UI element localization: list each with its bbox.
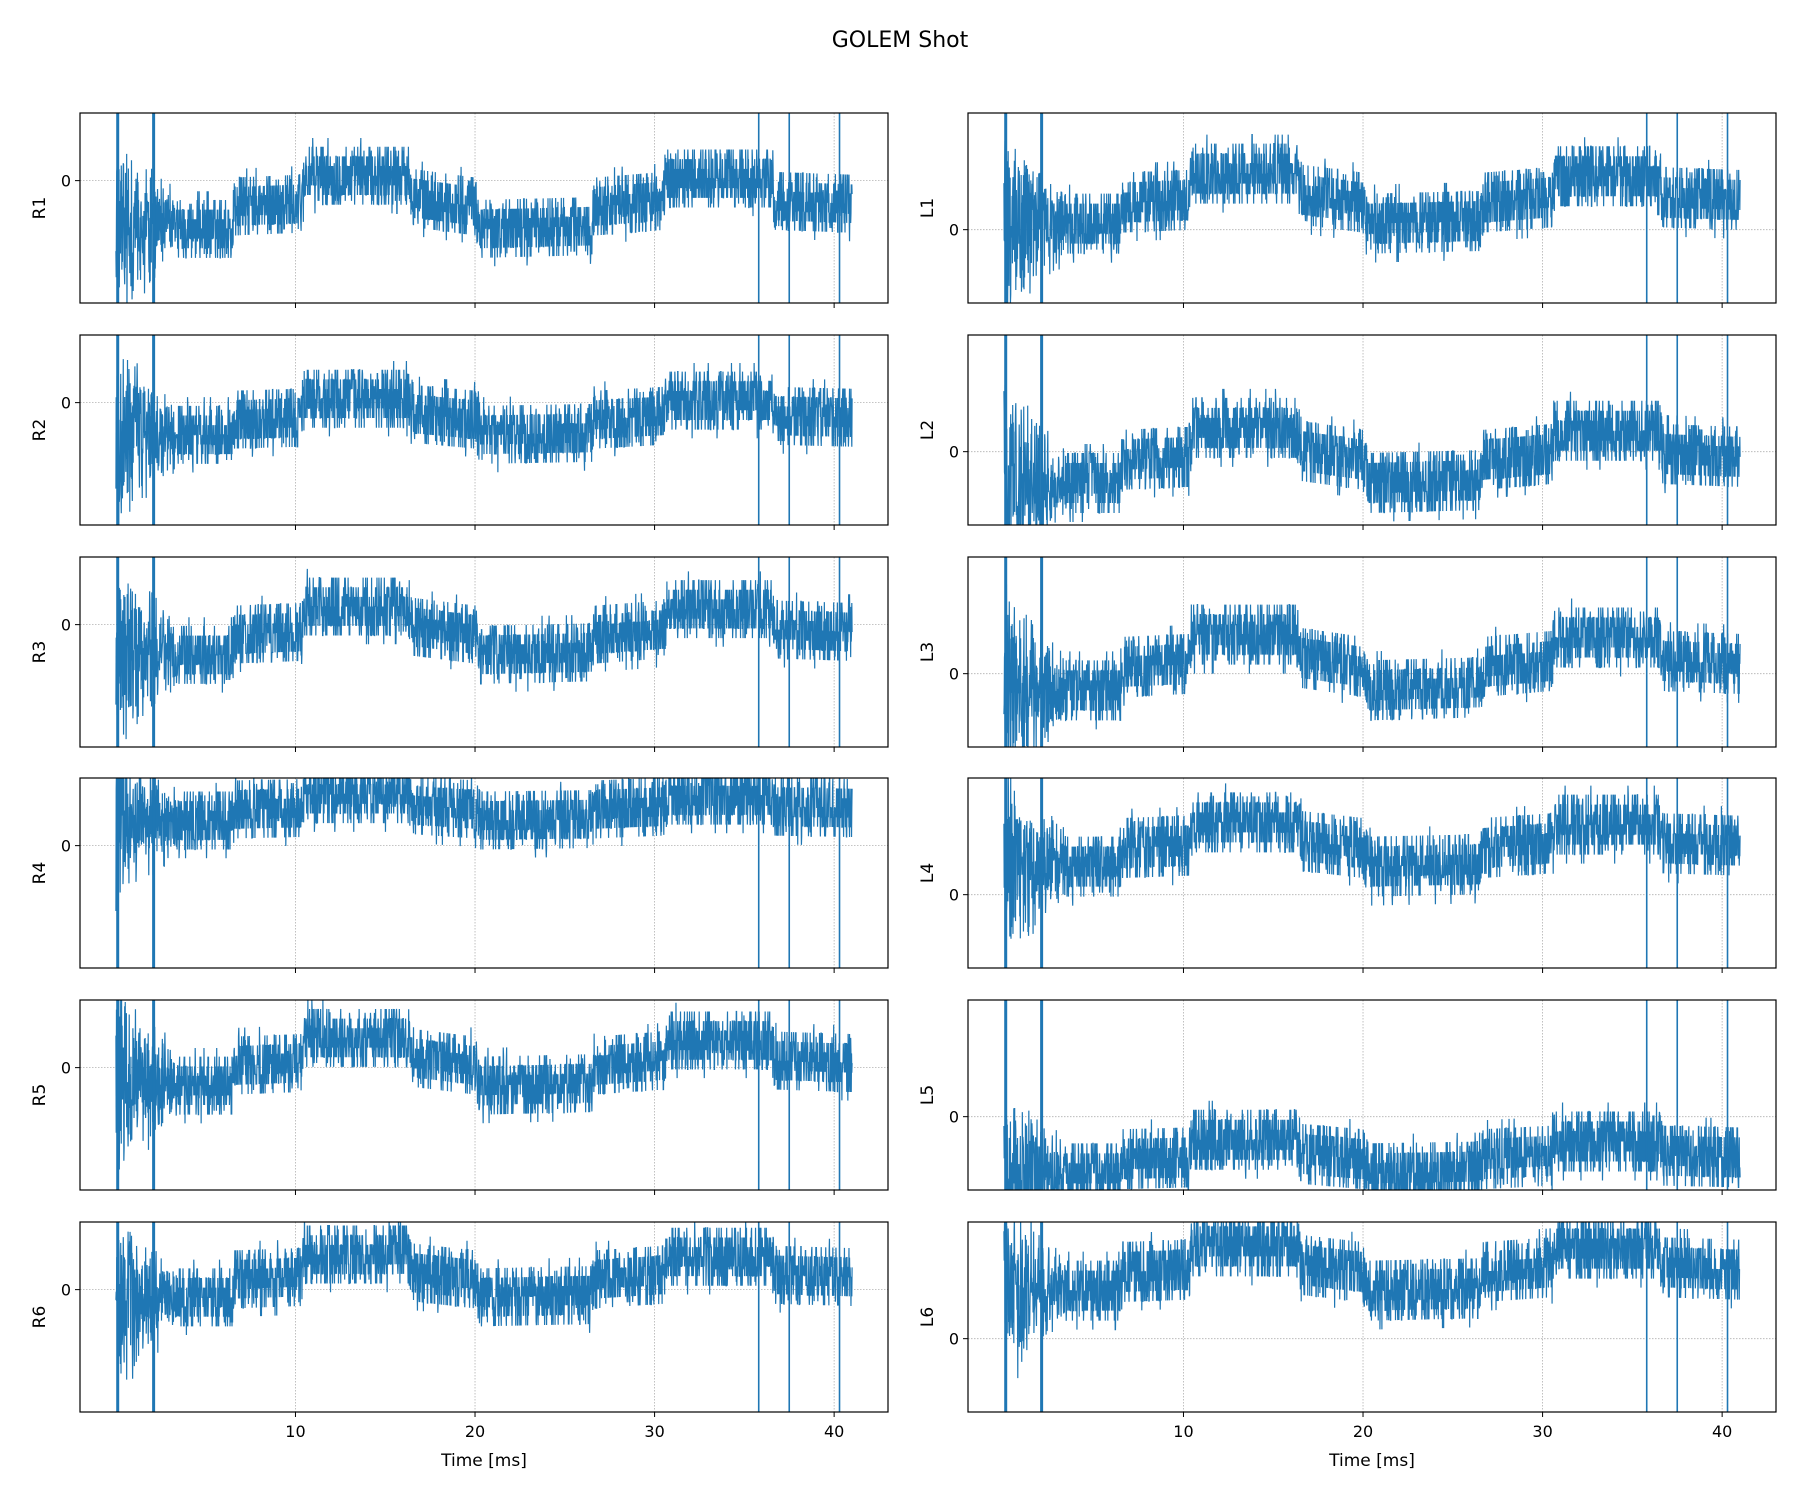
- subplot-l3: 0 L3: [918, 556, 1777, 752]
- signal-line-r1: [115, 138, 853, 303]
- y-axis-label: L4: [918, 863, 938, 883]
- axes-frame: [79, 112, 889, 304]
- x-tick-label: 40: [824, 1422, 844, 1441]
- signal-group: [1003, 1000, 1741, 1190]
- signal-line-l6: [1003, 1222, 1741, 1379]
- x-tick-label: 10: [285, 1422, 305, 1441]
- y-axis-label: L1: [918, 198, 938, 218]
- signal-line-l1: [1003, 134, 1741, 303]
- axes-frame: [79, 777, 889, 969]
- axes-frame: [79, 1221, 889, 1413]
- signal-group: [115, 557, 853, 747]
- signal-group: [1003, 113, 1741, 303]
- signal-group: [1003, 557, 1741, 747]
- signal-group: [1003, 778, 1741, 968]
- figure-title: GOLEM Shot: [832, 28, 969, 53]
- subplot-l6: 0 L6 10 20 30 40 Time [ms]: [918, 1221, 1777, 1471]
- signal-line-l3: [1003, 584, 1741, 747]
- y-axis-label: R4: [30, 862, 50, 885]
- signal-group: [115, 1222, 853, 1412]
- axes-frame: [967, 556, 1777, 748]
- y-tick-label: 0: [61, 1281, 71, 1300]
- signal-line-r3: [115, 568, 853, 740]
- subplot-r2: 0 R2: [30, 334, 889, 530]
- y-tick-label: 0: [949, 221, 959, 240]
- y-tick-label: 0: [949, 443, 959, 462]
- y-tick-label: 0: [61, 1059, 71, 1078]
- subplot-r3: 0 R3: [30, 556, 889, 752]
- x-tick-label: 40: [1712, 1422, 1732, 1441]
- y-tick-label: 0: [61, 394, 71, 413]
- subplot-r4: 0 R4: [30, 777, 889, 973]
- axes-frame: [967, 777, 1777, 969]
- signal-group: [115, 113, 853, 303]
- x-axis-label: Time [ms]: [440, 1451, 527, 1471]
- signal-line-r6: [115, 1222, 853, 1380]
- signal-group: [1003, 335, 1741, 525]
- y-axis-label: L3: [918, 642, 938, 662]
- subplot-r1: 0 R1: [30, 112, 889, 308]
- signal-group: [115, 778, 853, 968]
- y-tick-label: 0: [61, 172, 71, 191]
- subplot-l2: 0 L2: [918, 334, 1777, 530]
- y-tick-label: 0: [949, 1108, 959, 1127]
- x-tick-label: 10: [1173, 1422, 1193, 1441]
- axes-frame: [967, 999, 1777, 1191]
- y-axis-label: R2: [30, 419, 50, 442]
- subplot-r6: 0 R6 10 20 30 40 Time [ms]: [30, 1221, 889, 1471]
- y-axis-label: L5: [918, 1085, 938, 1105]
- y-tick-label: 0: [949, 665, 959, 684]
- x-tick-label: 30: [1532, 1422, 1552, 1441]
- subplot-l1: 0 L1: [918, 112, 1777, 308]
- y-axis-label: R5: [30, 1084, 50, 1107]
- axes-frame: [967, 1221, 1777, 1413]
- subplot-r5: 0 R5: [30, 999, 889, 1195]
- signal-line-r5: [115, 1000, 853, 1170]
- signal-group: [1003, 1222, 1741, 1412]
- y-axis-label: L2: [918, 420, 938, 440]
- subplot-l5: 0 L5: [918, 999, 1777, 1195]
- y-axis-label: L6: [918, 1307, 938, 1327]
- signal-line-l4: [1003, 778, 1741, 968]
- signal-group: [115, 1000, 853, 1190]
- x-axis-label: Time [ms]: [1328, 1451, 1415, 1471]
- y-tick-label: 0: [61, 837, 71, 856]
- axes-frame: [79, 556, 889, 748]
- y-axis-label: R3: [30, 641, 50, 664]
- signal-line-l5: [1003, 1100, 1741, 1190]
- x-tick-label: 30: [644, 1422, 664, 1441]
- axes-frame: [967, 334, 1777, 526]
- y-tick-label: 0: [949, 886, 959, 905]
- subplot-l4: 0 L4: [918, 777, 1777, 973]
- y-axis-label: R1: [30, 197, 50, 220]
- x-tick-label: 20: [465, 1422, 485, 1441]
- y-tick-label: 0: [949, 1330, 959, 1349]
- axes-frame: [79, 334, 889, 526]
- signal-group: [115, 335, 853, 525]
- y-tick-label: 0: [61, 616, 71, 635]
- axes-frame: [967, 112, 1777, 304]
- signal-line-l2: [1003, 380, 1741, 525]
- signal-line-r4: [115, 778, 853, 911]
- y-axis-label: R6: [30, 1306, 50, 1329]
- x-tick-label: 20: [1353, 1422, 1373, 1441]
- signal-line-r2: [115, 359, 853, 525]
- axes-frame: [79, 999, 889, 1191]
